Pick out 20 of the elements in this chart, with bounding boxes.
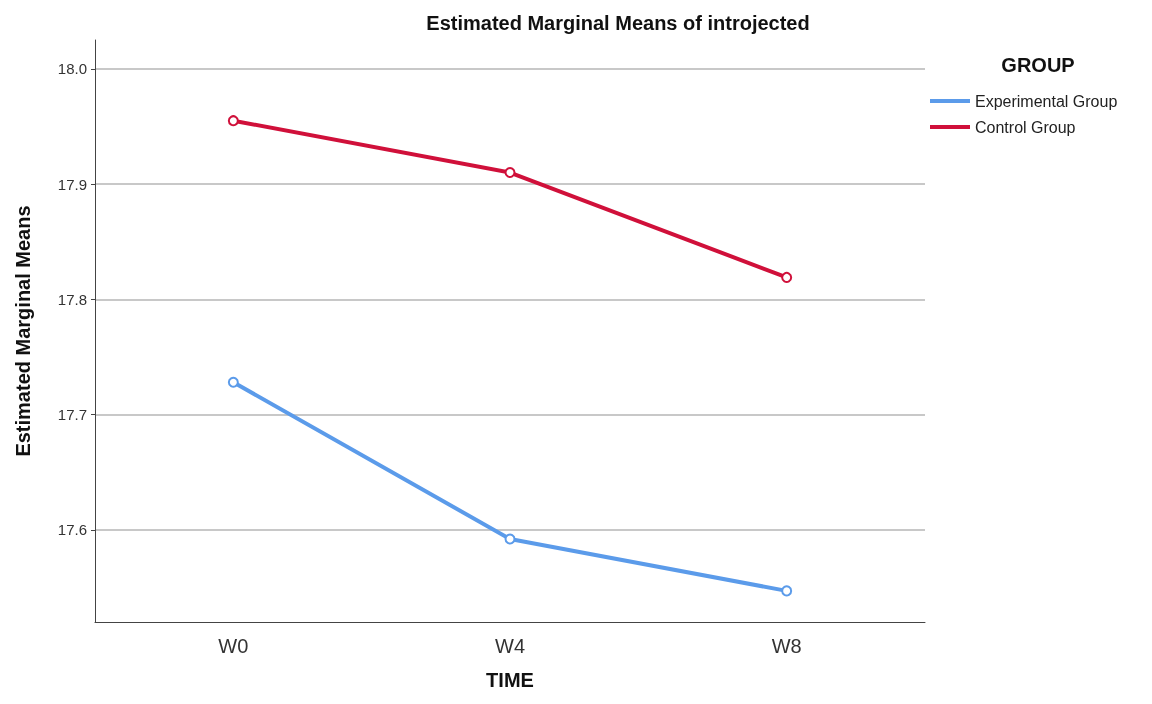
- x-tick-label: W0: [218, 635, 249, 657]
- y-tick-label: 18.0: [57, 60, 87, 78]
- x-tick-label: W4: [495, 635, 525, 657]
- chart-title: Estimated Marginal Means of introjected: [426, 12, 810, 34]
- y-tick-label: 17.8: [57, 290, 87, 308]
- y-axis-title: Estimated Marginal Means: [12, 205, 34, 457]
- point: [781, 271, 793, 283]
- point: [227, 115, 239, 127]
- legend-title: GROUP: [1001, 54, 1075, 76]
- x-axis-title: TIME: [486, 669, 534, 691]
- legend-label: Control Group: [975, 118, 1076, 136]
- point: [504, 167, 516, 179]
- point: [781, 585, 793, 597]
- y-tick-label: 17.7: [57, 406, 87, 424]
- point: [504, 533, 516, 545]
- x-tick-label: W8: [771, 635, 802, 657]
- point: [227, 376, 239, 388]
- y-tick-label: 17.6: [57, 521, 87, 539]
- y-tick-label: 17.9: [57, 175, 87, 193]
- legend-label: Experimental Group: [975, 92, 1118, 110]
